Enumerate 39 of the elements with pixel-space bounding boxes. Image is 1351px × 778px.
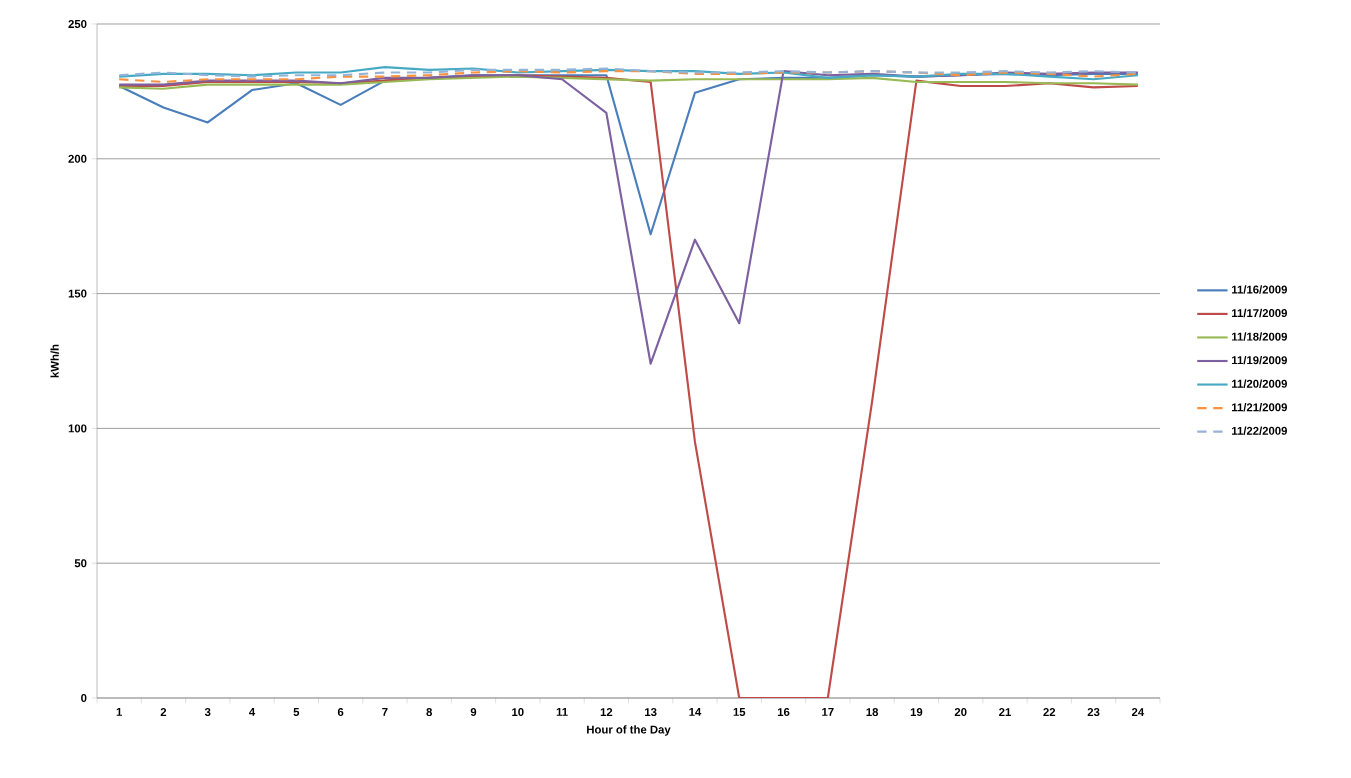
x-tick-label: 12 — [600, 708, 613, 716]
legend-label: 11/18/2009 — [1232, 332, 1287, 341]
y-tick-label: 150 — [68, 289, 87, 298]
legend-label: 11/17/2009 — [1232, 308, 1287, 318]
x-tick-label: 13 — [645, 708, 657, 717]
x-axis-title: Hour of the Day — [587, 725, 671, 736]
y-tick-label: 250 — [68, 19, 87, 28]
x-tick-label: 2 — [160, 708, 167, 716]
legend-label: 11/20/2009 — [1232, 379, 1287, 388]
legend-label: 11/16/2009 — [1232, 285, 1287, 294]
x-tick-label: 15 — [733, 708, 746, 716]
x-tick-label: 14 — [689, 708, 702, 716]
x-tick-label: 9 — [470, 708, 477, 717]
x-tick-label: 8 — [426, 708, 432, 717]
x-tick-label: 21 — [999, 708, 1011, 716]
x-tick-label: 22 — [1043, 708, 1056, 716]
x-tick-label: 5 — [293, 708, 300, 716]
legend-label: 11/22/2009 — [1232, 426, 1287, 435]
x-tick-label: 11 — [556, 708, 568, 716]
x-tick-label: 4 — [249, 708, 256, 716]
x-tick-label: 16 — [777, 708, 790, 717]
x-tick-label: 23 — [1087, 708, 1100, 717]
y-tick-label: 100 — [68, 424, 87, 433]
x-tick-label: 10 — [512, 708, 524, 717]
x-tick-label: 18 — [866, 708, 879, 717]
legend-label: 11/21/2009 — [1232, 402, 1287, 412]
x-tick-label: 1 — [116, 708, 122, 716]
x-tick-label: 3 — [204, 708, 211, 717]
legend-label: 11/19/2009 — [1232, 355, 1287, 365]
x-tick-label: 6 — [337, 708, 344, 717]
x-tick-label: 20 — [954, 708, 967, 717]
y-tick-label: 200 — [68, 154, 87, 163]
x-tick-label: 19 — [910, 708, 923, 717]
x-tick-label: 7 — [382, 708, 388, 716]
x-tick-label: 17 — [822, 708, 834, 716]
y-tick-label: 50 — [74, 559, 87, 568]
y-tick-label: 0 — [81, 694, 87, 703]
x-tick-label: 24 — [1131, 708, 1145, 716]
y-axis-title: kWh/h — [50, 344, 59, 378]
